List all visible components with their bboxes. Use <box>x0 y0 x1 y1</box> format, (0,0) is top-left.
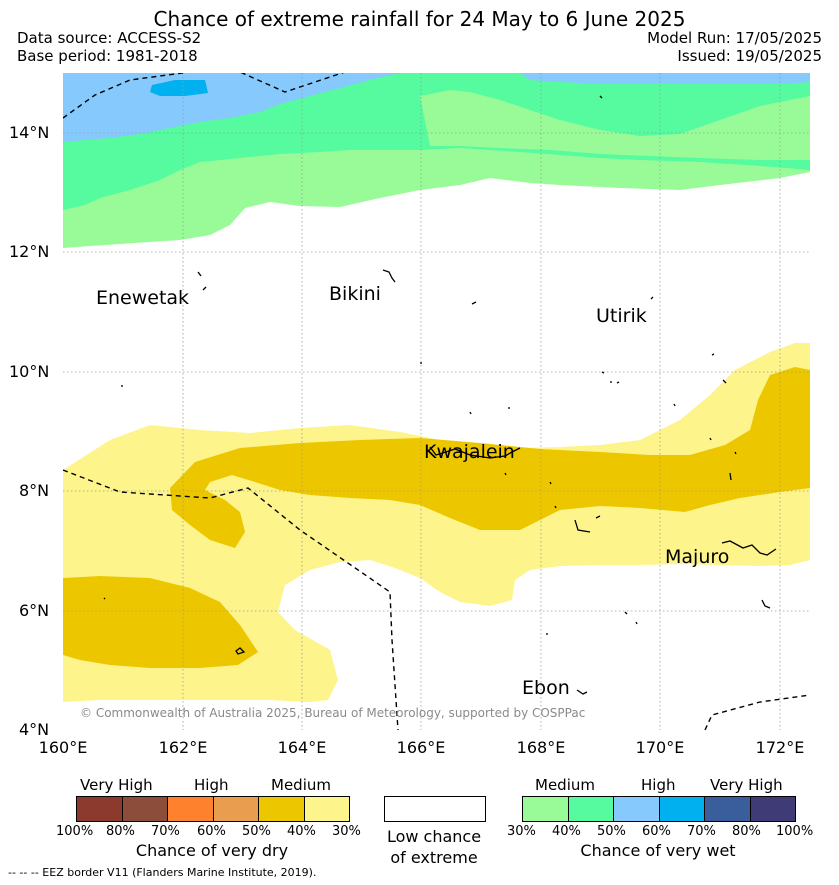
eez-borders <box>63 73 810 730</box>
legend-dry-pct: 100% <box>56 824 94 839</box>
legend-wet-pct: 50% <box>597 824 626 839</box>
lon-tick-168e: 168°E <box>516 738 566 757</box>
place-bikini: Bikini <box>329 283 381 305</box>
lat-tick-8n: 8°N <box>19 481 50 500</box>
legend-wet-swatch <box>523 797 569 821</box>
legend-wet-high: High <box>641 776 676 794</box>
lon-tick-164e: 164°E <box>277 738 327 757</box>
lat-tick-14n: 14°N <box>9 123 50 142</box>
place-enewetak: Enewetak <box>96 287 190 309</box>
legend-dry-swatch <box>213 797 259 821</box>
legend-wet-medium: Medium <box>535 776 595 794</box>
place-kwajalein: Kwajalein <box>424 441 515 463</box>
legend-wet-pct: 30% <box>507 824 536 839</box>
legend-wet-colorbar <box>522 796 796 822</box>
legend-wet-swatch <box>568 797 614 821</box>
legend-wet-pct: 40% <box>552 824 581 839</box>
lon-tick-162e: 162°E <box>158 738 208 757</box>
gridlines <box>63 73 810 730</box>
legend-dry-pct: 40% <box>287 824 316 839</box>
lon-tick-170e: 170°E <box>635 738 685 757</box>
lat-tick-6n: 6°N <box>19 601 50 620</box>
base-period-label: Base period: 1981-2018 <box>17 47 198 65</box>
lat-tick-4n: 4°N <box>19 720 50 739</box>
wet-30-40-east-tongue <box>420 90 810 160</box>
lat-tick-12n: 12°N <box>9 242 50 261</box>
legend-wet-pct: 70% <box>687 824 716 839</box>
dry-30-40-region <box>63 343 810 702</box>
legend-wet-pct: 60% <box>642 824 671 839</box>
wet-50-60-region-east <box>520 73 810 84</box>
lat-tick-10n: 10°N <box>9 362 50 381</box>
data-source-label: Data source: ACCESS-S2 <box>17 29 202 47</box>
legend-wet-swatch <box>614 797 660 821</box>
issued-label: Issued: 19/05/2025 <box>677 47 822 65</box>
copyright-notice: © Commonwealth of Australia 2025, Bureau… <box>80 706 586 720</box>
eez-border-note: -- -- -- EEZ border V11 (Flanders Marine… <box>8 866 317 879</box>
lon-tick-172e: 172°E <box>755 738 805 757</box>
legend-dry-very-high: Very High <box>80 776 153 794</box>
legend-dry-swatch <box>77 797 123 821</box>
legend-wet-very-high: Very High <box>710 776 783 794</box>
legend-dry-pct: 30% <box>332 824 361 839</box>
legend-dry-swatch <box>168 797 214 821</box>
legend-wet-swatch <box>750 797 795 821</box>
legend-dry-swatch <box>304 797 349 821</box>
legend-wet-swatch <box>659 797 705 821</box>
legend-low-swatch <box>384 796 486 822</box>
legend-wet-pct: 100% <box>776 824 814 839</box>
place-utirik: Utirik <box>596 305 647 327</box>
islands <box>103 95 777 695</box>
legend-dry-swatch <box>122 797 168 821</box>
lon-tick-166e: 166°E <box>396 738 446 757</box>
legend-dry-medium: Medium <box>271 776 331 794</box>
map-plot-area <box>63 73 810 730</box>
legend-dry-pct: 60% <box>197 824 226 839</box>
legend-dry-pct: 70% <box>151 824 180 839</box>
legend-dry-pct: 50% <box>242 824 271 839</box>
chart-title: Chance of extreme rainfall for 24 May to… <box>153 7 686 31</box>
dry-40-50-southwest-region <box>63 576 258 668</box>
legend-dry-caption: Chance of very dry <box>135 841 289 860</box>
legend-wet-swatch <box>705 797 751 821</box>
legend-dry-high: High <box>194 776 229 794</box>
legend-dry-colorbar <box>76 796 350 822</box>
model-run-label: Model Run: 17/05/2025 <box>647 29 822 47</box>
legend-dry-swatch <box>259 797 305 821</box>
lon-tick-160e: 160°E <box>38 738 88 757</box>
wet-50-60-region <box>63 73 400 142</box>
legend-dry-pct: 80% <box>106 824 135 839</box>
legend-low-line1: Low chance <box>386 827 482 846</box>
place-majuro: Majuro <box>665 546 730 568</box>
wet-60-70-region <box>150 80 208 96</box>
legend-low-line2: of extreme <box>390 848 478 867</box>
legend-wet-caption: Chance of very wet <box>580 841 736 860</box>
legend-wet-pct: 80% <box>732 824 761 839</box>
place-ebon: Ebon <box>522 677 570 699</box>
